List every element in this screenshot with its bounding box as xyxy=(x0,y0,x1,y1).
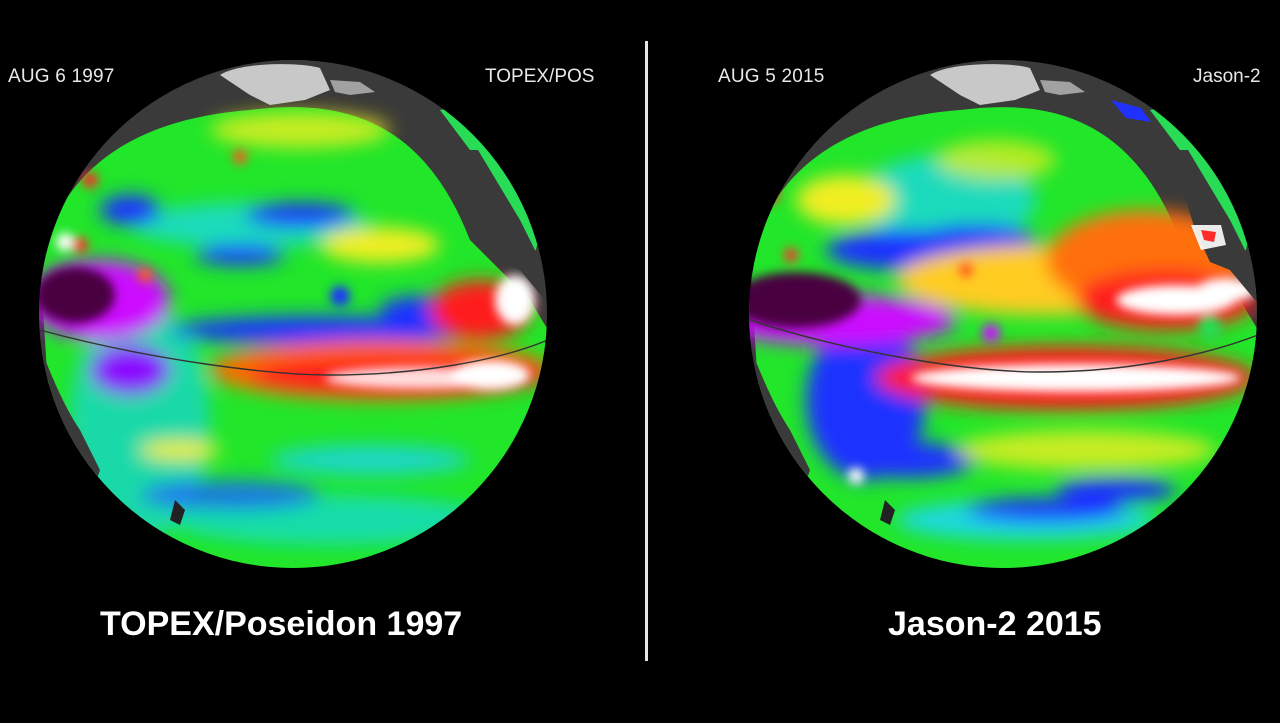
panel-topex-1997: AUG 6 1997 TOPEX/POS TOPEX/Poseidon 1997 xyxy=(8,60,595,643)
date-label: AUG 5 2015 xyxy=(718,66,825,87)
globe-map-2015 xyxy=(749,60,1257,568)
panel-caption: Jason-2 2015 xyxy=(888,605,1102,643)
globe-map-1997 xyxy=(39,60,547,568)
panel-caption: TOPEX/Poseidon 1997 xyxy=(100,605,463,643)
satellite-label: Jason-2 xyxy=(1193,66,1261,87)
satellite-label: TOPEX/POS xyxy=(485,66,595,87)
panel-divider xyxy=(645,41,648,661)
date-label: AUG 6 1997 xyxy=(8,66,115,87)
panel-jason2-2015: AUG 5 2015 Jason-2 Jason-2 2015 xyxy=(646,0,1280,723)
